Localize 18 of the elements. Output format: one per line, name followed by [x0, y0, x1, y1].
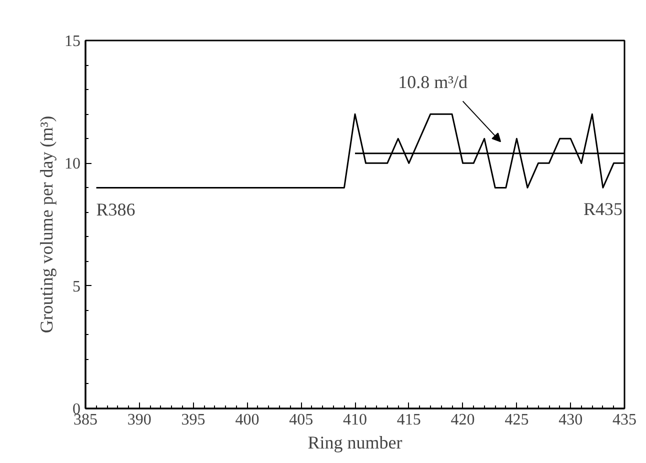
y-axis-title: Grouting volume per day (m³)	[36, 116, 56, 334]
annotation: R386	[96, 200, 136, 220]
y-tick-label: 10	[64, 156, 80, 173]
annotation: 10.8 m³/d	[398, 72, 468, 92]
x-axis-title: Ring number	[308, 432, 402, 452]
x-tick-label: 405	[289, 412, 314, 428]
x-tick-label: 395	[181, 412, 206, 428]
annotation: R435	[583, 199, 623, 220]
y-tick-label: 15	[64, 33, 80, 50]
y-tick-label: 5	[72, 278, 80, 296]
x-tick-label: 420	[450, 412, 475, 428]
x-tick-label: 415	[396, 412, 421, 428]
x-tick-label: 425	[504, 412, 529, 428]
x-tick-label: 410	[343, 412, 367, 428]
x-tick-label: 390	[127, 412, 152, 428]
x-tick-label: 400	[235, 412, 260, 428]
x-tick-label: 430	[558, 412, 583, 428]
x-tick-label: 435	[612, 412, 636, 428]
